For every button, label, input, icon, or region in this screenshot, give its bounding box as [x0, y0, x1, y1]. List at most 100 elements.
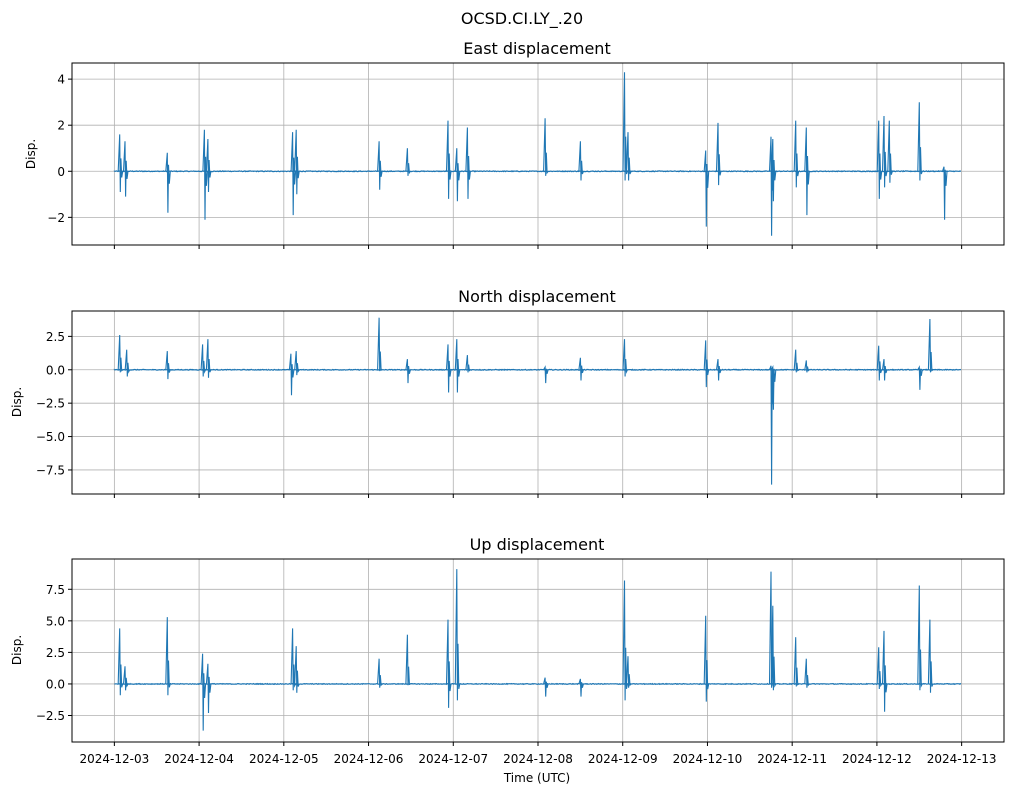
- x-tick-label: 2024-12-03: [79, 752, 149, 766]
- data-spike: [622, 339, 628, 377]
- data-spike: [881, 630, 888, 712]
- data-spike: [200, 344, 207, 377]
- data-spike: [543, 677, 549, 697]
- y-tick-label: 2.5: [46, 646, 65, 660]
- data-spike: [205, 663, 212, 714]
- data-spike: [917, 102, 923, 181]
- data-spike: [117, 334, 124, 373]
- data-spike: [543, 365, 549, 384]
- x-axis-label: Time (UTC): [503, 771, 570, 785]
- data-spike: [290, 132, 297, 216]
- data-spike: [290, 628, 297, 691]
- data-spike: [465, 355, 471, 373]
- data-spike: [941, 166, 948, 220]
- data-spike: [625, 656, 632, 688]
- north-panel-title: North displacement: [458, 287, 616, 306]
- x-tick-label: 2024-12-13: [927, 752, 997, 766]
- data-spike: [202, 129, 208, 220]
- data-spike: [405, 359, 411, 384]
- y-tick-label: 0: [57, 165, 65, 179]
- baseline-trace: [113, 368, 962, 371]
- data-spike: [445, 619, 452, 708]
- grid-lines: [72, 63, 1004, 245]
- data-spike: [377, 141, 383, 190]
- x-tick-label: 2024-12-08: [503, 752, 573, 766]
- data-spike: [793, 120, 800, 188]
- data-spike: [117, 628, 124, 696]
- data-spike: [445, 344, 452, 393]
- data-spike: [917, 365, 923, 390]
- data-spike: [445, 120, 452, 199]
- data-spike: [165, 617, 171, 696]
- data-spike: [804, 127, 810, 216]
- data-spike: [927, 619, 934, 693]
- data-spike: [703, 150, 710, 227]
- x-tick-label: 2024-12-07: [418, 752, 488, 766]
- data-spike: [887, 120, 893, 183]
- x-tick-label: 2024-12-04: [164, 752, 234, 766]
- up-displacement-panel: Up displacement Disp. −2.5 0.0 2.5 5.0 7.5 20…: [10, 535, 1005, 766]
- figure-suptitle: OCSD.CI.LY_.20: [461, 9, 583, 29]
- data-spike: [465, 127, 471, 199]
- east-panel-title: East displacement: [463, 39, 610, 58]
- data-spike: [876, 120, 883, 199]
- data-spike: [288, 353, 295, 396]
- data-spike: [770, 605, 777, 691]
- y-tick-label: −5.0: [36, 430, 65, 444]
- data-spike: [200, 653, 207, 731]
- data-spike: [703, 340, 710, 388]
- data-spike: [405, 634, 411, 686]
- data-spike: [294, 646, 300, 693]
- data-spike: [454, 339, 461, 393]
- data-spike: [927, 318, 934, 373]
- data-spike: [881, 115, 888, 188]
- data-spike: [770, 365, 777, 410]
- data-spike: [876, 647, 883, 690]
- y-tick-label: 0.0: [46, 677, 65, 691]
- data-spike: [881, 359, 888, 381]
- data-spike: [294, 129, 300, 195]
- data-spike: [205, 138, 212, 193]
- data-spike: [454, 569, 461, 701]
- data-spike: [876, 345, 883, 381]
- data-spike: [622, 72, 629, 181]
- data-spike: [793, 349, 800, 373]
- data-spike: [793, 637, 800, 687]
- data-spike: [578, 678, 584, 697]
- y-tick-label: 4: [57, 73, 65, 87]
- x-tick-label: 2024-12-11: [757, 752, 827, 766]
- north-displacement-panel: North displacement Disp. −7.5 −5.0 −2.5 0.0…: [10, 287, 1005, 498]
- data-spike: [770, 138, 777, 202]
- up-y-axis-label: Disp.: [10, 635, 24, 665]
- data-spike: [124, 349, 131, 377]
- data-spike: [578, 357, 584, 381]
- y-tick-label: 5.0: [46, 614, 65, 628]
- y-tick-label: 0.0: [46, 363, 65, 377]
- data-spike: [804, 658, 810, 688]
- data-spike: [578, 141, 584, 181]
- y-tick-label: −2.5: [36, 397, 65, 411]
- y-tick-label: 7.5: [46, 583, 65, 597]
- data-spike: [715, 122, 722, 186]
- north-y-axis-label: Disp.: [10, 387, 24, 417]
- data-spike: [715, 359, 722, 381]
- baseline-trace: [114, 682, 962, 686]
- data-spike: [405, 148, 411, 176]
- baseline-trace: [113, 169, 961, 173]
- x-tick-label: 2024-12-10: [673, 752, 743, 766]
- data-spike: [377, 317, 383, 372]
- data-spike: [454, 148, 461, 202]
- data-spike: [165, 152, 171, 213]
- data-spike: [294, 351, 300, 376]
- data-spike: [117, 134, 124, 193]
- x-tick-label: 2024-12-05: [249, 752, 319, 766]
- y-tick-label: −2: [47, 211, 65, 225]
- data-spike: [703, 615, 710, 702]
- y-tick-label: 2: [57, 119, 65, 133]
- data-spike: [625, 132, 632, 181]
- data-spike: [543, 118, 549, 176]
- data-spike: [377, 658, 383, 688]
- data-spike: [122, 141, 129, 197]
- data-spike: [804, 360, 810, 373]
